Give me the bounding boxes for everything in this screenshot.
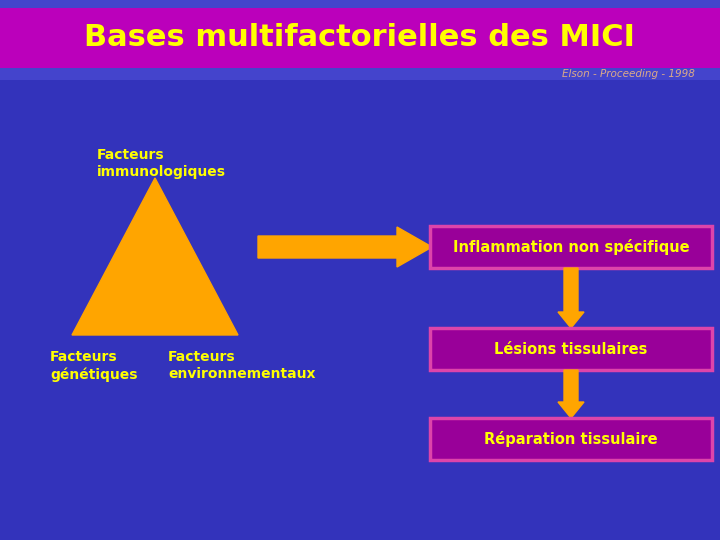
Bar [0, 8, 720, 68]
Polygon shape [72, 178, 238, 335]
FancyBboxPatch shape [430, 418, 712, 460]
FancyArrow shape [258, 227, 432, 267]
Text: Bases multifactorielles des MICI: Bases multifactorielles des MICI [84, 24, 636, 52]
FancyArrow shape [558, 370, 584, 418]
FancyBboxPatch shape [430, 328, 712, 370]
Text: Facteurs
génétiques: Facteurs génétiques [50, 350, 138, 382]
FancyArrow shape [558, 268, 584, 328]
FancyBboxPatch shape [430, 226, 712, 268]
Text: Lésions tissulaires: Lésions tissulaires [495, 341, 648, 356]
Text: Facteurs
immunologiques: Facteurs immunologiques [97, 148, 226, 179]
Text: Facteurs
environnementaux: Facteurs environnementaux [168, 350, 315, 381]
Bar [0, 0, 720, 8]
Text: Inflammation non spécifique: Inflammation non spécifique [453, 239, 689, 255]
Bar [0, 68, 720, 80]
Text: Réparation tissulaire: Réparation tissulaire [484, 431, 658, 447]
Text: Elson - Proceeding - 1998: Elson - Proceeding - 1998 [562, 69, 695, 79]
